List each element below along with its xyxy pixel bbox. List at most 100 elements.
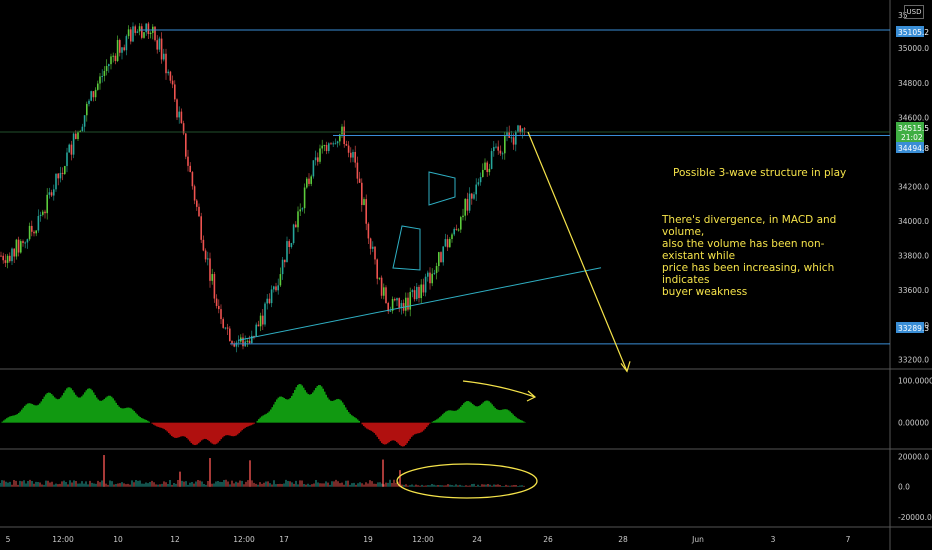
candle-body [400, 303, 403, 309]
time-axis[interactable]: 5 12:00 10 12 12:00 17 19 12:00 24 26 28 Jun 3 7 [6, 535, 851, 544]
macd-bar [427, 422, 429, 426]
price-tick-label: 33800.0 [898, 252, 929, 261]
macd-bar [376, 422, 378, 437]
macd-bar [423, 422, 425, 431]
candle-body [81, 126, 84, 132]
candle-body [325, 145, 328, 152]
candle-body [462, 215, 464, 218]
macd-bar [452, 410, 454, 423]
candle-body [259, 315, 262, 327]
candle-body [59, 172, 62, 179]
macd-bar [391, 422, 393, 441]
mid-level-label: 34494.8 [898, 144, 929, 153]
macd-bar [295, 387, 297, 423]
candle-body [167, 71, 169, 74]
macd-bar [214, 422, 216, 445]
macd-bar [178, 422, 180, 438]
macd-bar [420, 422, 422, 433]
candle-body [323, 145, 326, 147]
candle-body [361, 182, 363, 205]
macd-bar [33, 404, 35, 423]
macd-bar [19, 411, 21, 423]
candle-body [123, 47, 125, 51]
macd-bar [319, 385, 321, 423]
candle-body [317, 157, 319, 162]
macd-bar [339, 399, 341, 423]
macd-bar [120, 407, 122, 423]
macd-bar [455, 410, 457, 423]
macd-bar [121, 408, 123, 423]
candle-body [275, 286, 277, 291]
candle-body [24, 242, 26, 244]
macd-bar [294, 390, 296, 423]
candle-body [4, 260, 7, 263]
candle-body [31, 225, 33, 232]
macd-bar [406, 422, 408, 444]
macd-bar [381, 422, 383, 443]
macd-bar [479, 405, 481, 423]
macd-bar [136, 414, 138, 423]
candle-body [141, 26, 143, 38]
macd-bar [487, 400, 489, 423]
price-axis[interactable]: 35000.0 34800.0 34600.0 34200.0 34000.0 33800… [898, 44, 929, 364]
candle-body [160, 38, 163, 60]
currency-badge[interactable]: USD [904, 5, 924, 19]
macd-bar [112, 398, 114, 423]
candle-body [334, 143, 337, 145]
macd-bar [90, 388, 92, 423]
macd-bar [385, 422, 387, 445]
macd-bar [196, 422, 198, 445]
macd-bar [520, 419, 522, 423]
candle-body [92, 91, 95, 98]
ascending-trendline[interactable] [237, 267, 602, 341]
macd-bar [118, 406, 120, 423]
candle-body [407, 297, 409, 310]
macd-bar [403, 422, 405, 447]
candle-body [86, 103, 88, 116]
macd-bar [249, 422, 251, 426]
macd-bar [476, 406, 478, 423]
candle-body [499, 150, 502, 154]
macd-bar [168, 422, 170, 434]
candle-body [255, 324, 257, 337]
candle-body [473, 194, 475, 199]
candle-body [301, 208, 304, 210]
macd-bar [130, 408, 132, 423]
macd-bar [22, 407, 24, 423]
macd-bar [352, 416, 354, 423]
candle-body [431, 273, 433, 284]
projection-arrow[interactable] [527, 131, 631, 373]
candle-body [413, 290, 416, 300]
macd-bar [31, 404, 33, 423]
candle-body [358, 178, 361, 183]
macd-bar [330, 400, 332, 423]
macd-bar [346, 409, 348, 423]
candle-body [149, 32, 152, 34]
candle-body [103, 71, 106, 76]
candle-body [444, 239, 447, 247]
candle-body [44, 211, 46, 214]
macd-bar [64, 390, 66, 423]
candlestick-series [0, 21, 526, 353]
candle-body [310, 176, 312, 184]
candle-body [396, 298, 398, 301]
candle-body [231, 341, 233, 344]
macd-bar [277, 397, 279, 423]
divergence-line-2: also the volume has been non-existant wh… [662, 238, 825, 262]
candle-body [13, 248, 15, 257]
candle-body [292, 224, 295, 244]
macd-bar [169, 422, 171, 435]
macd-bar [85, 390, 87, 423]
candle-body [248, 340, 251, 344]
candle-body [204, 250, 207, 260]
macd-bar [354, 417, 356, 423]
macd-bar [442, 414, 444, 423]
macd-bar [142, 418, 144, 423]
macd-bar [69, 387, 71, 423]
candle-body [94, 89, 97, 98]
candle-body [519, 125, 521, 133]
macd-bar [481, 403, 483, 423]
macd-bar [243, 422, 245, 429]
candle-body [347, 145, 350, 153]
time-tick-label: 26 [543, 535, 553, 544]
